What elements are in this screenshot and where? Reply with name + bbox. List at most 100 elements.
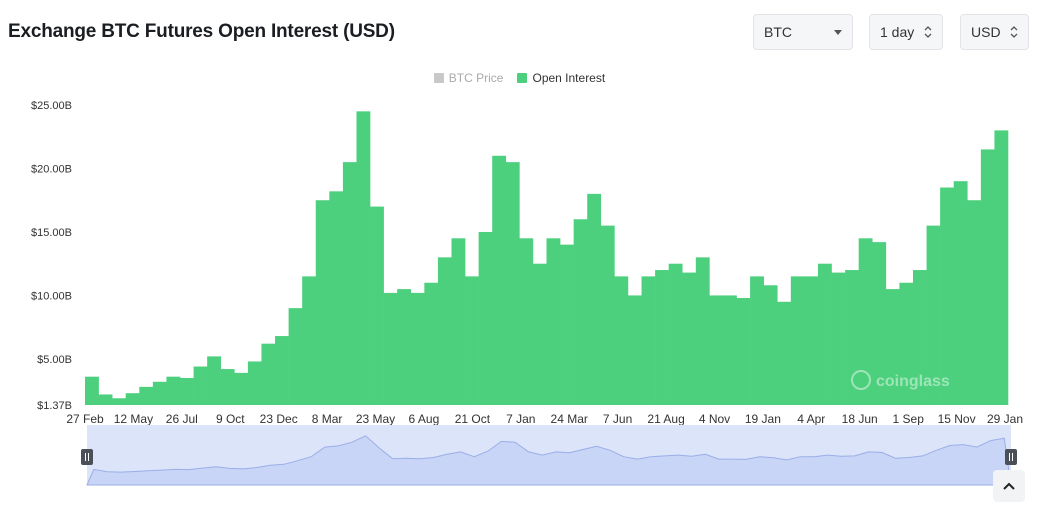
bar (275, 336, 289, 405)
bar (899, 282, 914, 405)
x-tick-label: 21 Oct (455, 412, 491, 426)
bar (722, 295, 737, 405)
watermark: coinglass (851, 370, 950, 390)
bar (288, 308, 303, 405)
bar (614, 276, 629, 405)
bar (234, 372, 249, 405)
bar (329, 191, 344, 405)
bar (342, 162, 357, 405)
bar (953, 181, 968, 405)
bar (370, 206, 384, 405)
y-tick-label: $15.00B (31, 227, 72, 239)
bar (845, 270, 859, 405)
bar (492, 155, 507, 405)
bar (912, 270, 927, 405)
x-tick-label: 1 Sep (893, 412, 925, 426)
y-axis: $1.37B $5.00B $10.00B $15.00B $20.00B $25.00B (31, 100, 72, 412)
bar-series (85, 111, 1009, 405)
bar (519, 238, 534, 405)
x-tick-label: 7 Jun (603, 412, 632, 426)
y-tick-label: $20.00B (31, 164, 72, 176)
bar (831, 272, 846, 405)
x-tick-label: 12 May (114, 412, 153, 426)
x-tick-label: 8 Mar (312, 412, 343, 426)
bar (790, 276, 805, 405)
bar (750, 276, 764, 405)
page-title: Exchange BTC Futures Open Interest (USD) (8, 21, 395, 42)
bar (478, 231, 493, 405)
interval-select[interactable]: 1 day (869, 14, 943, 50)
navigator-handle-left[interactable] (81, 449, 93, 465)
x-tick-label: 23 May (356, 412, 395, 426)
bar (668, 263, 683, 405)
bar (817, 263, 832, 405)
x-tick-label: 18 Jun (842, 412, 878, 426)
bar (655, 270, 669, 405)
bar (736, 297, 751, 405)
bar (940, 187, 954, 405)
bar (532, 263, 547, 405)
x-tick-label: 24 Mar (551, 412, 588, 426)
unit-select[interactable]: USD (960, 14, 1029, 50)
bar (505, 162, 520, 405)
bar (709, 295, 724, 405)
chevron-up-icon (1003, 482, 1015, 490)
coin-select[interactable]: BTC (753, 14, 853, 50)
bar (85, 376, 99, 405)
x-tick-label: 4 Nov (699, 412, 730, 426)
up-down-chevron-icon (1010, 25, 1018, 39)
legend-item-btc-price[interactable]: BTC Price (433, 71, 503, 85)
bar (763, 285, 778, 405)
bar (885, 289, 900, 405)
bar (546, 238, 561, 405)
x-tick-label: 4 Apr (797, 412, 825, 426)
bar (560, 244, 574, 405)
bar (858, 238, 873, 405)
legend-swatch (433, 73, 444, 83)
bar (573, 219, 588, 405)
bar (261, 343, 276, 405)
unit-select-value: USD (971, 24, 1001, 40)
watermark-text: coinglass (876, 373, 950, 390)
bar (926, 225, 941, 405)
x-axis: 27 Feb 12 May 26 Jul 9 Oct 23 Dec 8 Mar 23 May… (66, 412, 1023, 426)
bar (437, 257, 452, 405)
navigator-series-area (86, 435, 1012, 486)
legend-item-open-interest[interactable]: Open Interest (517, 71, 605, 85)
bar (193, 366, 208, 405)
bar (587, 193, 602, 405)
bar (682, 272, 697, 405)
x-tick-label: 15 Nov (938, 412, 976, 426)
bar (980, 149, 995, 405)
legend-swatch (517, 73, 528, 83)
chart-legend: BTC Price Open Interest (0, 71, 1039, 85)
navigator-handle-right[interactable] (1005, 449, 1017, 465)
bar (777, 301, 792, 405)
up-down-chevron-icon (924, 25, 932, 39)
bar (180, 377, 194, 405)
x-tick-label: 23 Dec (260, 412, 298, 426)
scroll-top-button[interactable] (993, 470, 1025, 502)
bar (641, 276, 656, 405)
interval-select-value: 1 day (880, 24, 915, 40)
legend-label: Open Interest (532, 71, 606, 85)
range-navigator[interactable] (81, 425, 1017, 486)
coin-select-value: BTC (764, 24, 792, 40)
bar (112, 398, 127, 405)
bar (397, 289, 412, 405)
coinglass-logo-icon (851, 370, 871, 390)
bar (152, 381, 167, 405)
x-tick-label: 26 Jul (166, 412, 198, 426)
bar (627, 295, 642, 405)
x-tick-label: 9 Oct (216, 412, 245, 426)
bar (465, 276, 479, 405)
bar (302, 276, 317, 405)
bar (98, 394, 113, 405)
bar (410, 292, 425, 405)
bar (695, 257, 710, 405)
x-tick-label: 21 Aug (647, 412, 684, 426)
x-tick-label: 27 Feb (66, 412, 104, 426)
x-tick-label: 6 Aug (409, 412, 440, 426)
bar (247, 361, 262, 405)
